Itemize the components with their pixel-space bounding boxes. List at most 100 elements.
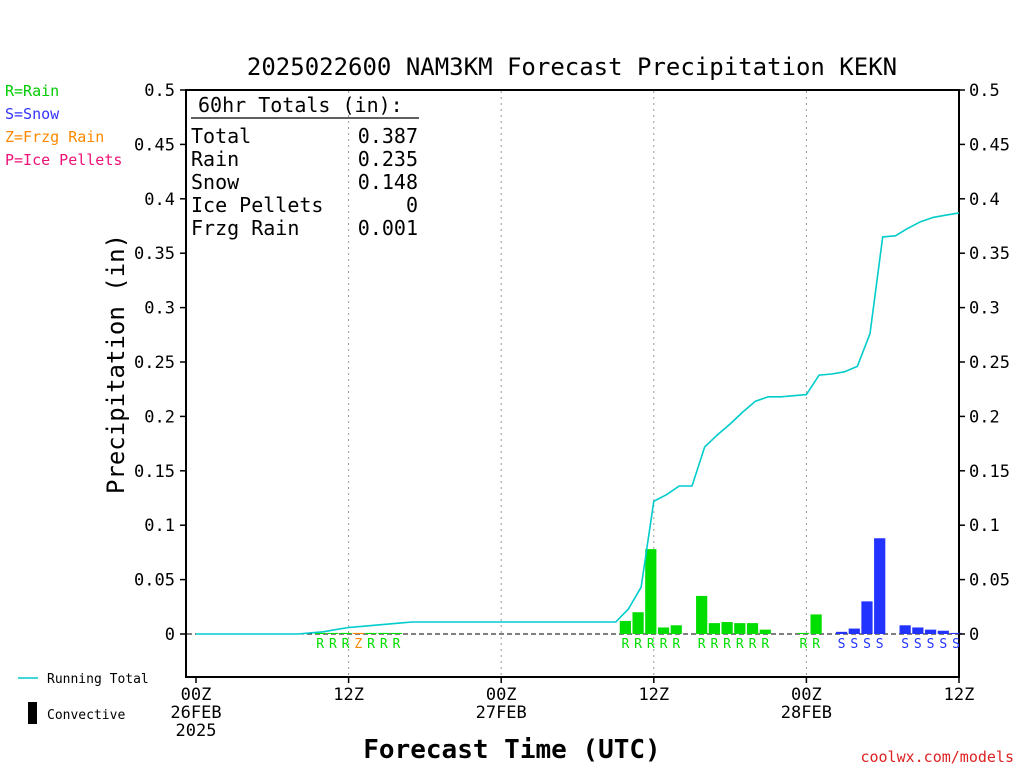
precip-bar <box>696 595 708 634</box>
x-tick-label: 27FEB <box>476 703 527 723</box>
ptype-legend-entry: R=Rain <box>5 82 59 100</box>
precip-bar <box>912 627 924 634</box>
ptype-marker: R <box>799 637 807 652</box>
totals-row-value: 0.001 <box>358 216 418 240</box>
precip-bar <box>810 614 822 634</box>
ptype-marker: R <box>621 637 629 652</box>
ptype-marker: S <box>927 637 935 652</box>
x-tick-label: 00Z <box>181 685 212 705</box>
y-tick-label: 0.2 <box>144 407 175 427</box>
precip-bar <box>848 628 860 634</box>
y-tick-label: 0.4 <box>144 190 175 210</box>
totals-row-label: Ice Pellets <box>191 193 323 217</box>
y-tick-label: 0.5 <box>144 81 175 101</box>
ptype-marker: R <box>672 637 680 652</box>
y-tick-label: 0.35 <box>134 244 175 264</box>
totals-row-value: 0.148 <box>358 170 418 194</box>
running-total-series <box>196 212 960 635</box>
ptype-marker: R <box>634 637 642 652</box>
precip-bar <box>734 623 746 634</box>
precip-bar <box>352 632 364 634</box>
ptype-marker: R <box>736 637 744 652</box>
y-tick-label: 0.25 <box>969 353 1010 373</box>
precip-bar <box>339 632 352 634</box>
precip-bar <box>390 632 403 634</box>
precip-bar <box>721 622 733 634</box>
precip-bar <box>378 632 390 634</box>
series-legend: Running Total Convective <box>18 672 149 724</box>
ptype-marker: R <box>647 637 655 652</box>
y-tick-label: 0.05 <box>134 571 175 591</box>
precip-bar <box>670 625 682 634</box>
precip-bar <box>950 632 962 634</box>
precip-bar <box>365 632 377 634</box>
ptype-marker: R <box>710 637 718 652</box>
y-tick-label: 0.4 <box>969 190 1000 210</box>
y-tick-label: 0.45 <box>969 135 1010 155</box>
watermark: coolwx.com/models <box>860 748 1014 766</box>
ptype-marker: S <box>838 637 846 652</box>
y-tick-label: 0.05 <box>969 571 1010 591</box>
ptype-marker: R <box>749 637 757 652</box>
legend-bar-swatch <box>28 702 37 724</box>
y-tick-label: 0.1 <box>969 516 1000 536</box>
totals-row-value: 0.387 <box>358 124 418 148</box>
precip-bar <box>746 623 759 634</box>
ptype-legend-entry: S=Snow <box>5 105 60 123</box>
y-tick-label: 0.2 <box>969 407 1000 427</box>
x-tick-label: 12Z <box>638 685 669 705</box>
totals-row-label: Rain <box>191 147 239 171</box>
running-total-line <box>196 212 960 635</box>
ptype-marker: S <box>939 637 947 652</box>
precip-bar <box>708 623 720 634</box>
x-tick-label: 12Z <box>333 685 364 705</box>
ptype-marker: R <box>316 637 324 652</box>
legend-entry-label: Convective <box>47 708 125 723</box>
precip-bar <box>797 632 810 634</box>
precip-bar <box>937 630 949 634</box>
y-axis-label: Precipitation (in) <box>102 234 130 494</box>
x-tick-label: 12Z <box>944 685 975 705</box>
totals-row-value: 0.235 <box>358 147 418 171</box>
precip-bar <box>861 601 873 634</box>
precip-bar <box>899 625 911 634</box>
ptype-marker: S <box>876 637 884 652</box>
plot-frame <box>185 89 960 678</box>
precip-bar <box>619 620 631 634</box>
y-tick-label: 0 <box>165 625 175 645</box>
ptype-marker: R <box>367 637 375 652</box>
ptype-marker: R <box>812 637 820 652</box>
ptype-marker: S <box>952 637 960 652</box>
chart-title: 2025022600 NAM3KM Forecast Precipitation… <box>247 53 897 81</box>
y-tick-label: 0.15 <box>134 462 175 482</box>
x-tick-label: 00Z <box>791 685 822 705</box>
y-tick-label: 0.35 <box>969 244 1010 264</box>
x-tick-label: 2025 <box>176 721 217 741</box>
precip-bar <box>924 629 937 634</box>
y-tick-label: 0 <box>969 625 979 645</box>
ptype-marker: Z <box>354 637 362 652</box>
ptype-legend-entry: P=Ice Pellets <box>5 151 122 169</box>
ptype-marker: R <box>723 637 731 652</box>
ptype-marker: S <box>863 637 871 652</box>
ptype-marker: R <box>698 637 706 652</box>
x-tick-label: 00Z <box>486 685 517 705</box>
totals-row-value: 0 <box>406 193 418 217</box>
precip-bar <box>632 612 644 634</box>
y-tick-label: 0.3 <box>969 299 1000 319</box>
ptype-marker: R <box>380 637 388 652</box>
x-tick-label: 26FEB <box>170 703 221 723</box>
ptype-marker: S <box>914 637 922 652</box>
x-tick-label: 28FEB <box>781 703 832 723</box>
precip-bar <box>314 632 326 634</box>
y-tick-label: 0.25 <box>134 353 175 373</box>
totals-row-label: Frzg Rain <box>191 216 299 240</box>
ptype-marker: R <box>342 637 350 652</box>
totals-row-label: Total <box>191 124 251 148</box>
precip-bars <box>314 538 962 634</box>
totals-row-label: Snow <box>191 170 240 194</box>
ptype-marker: S <box>901 637 909 652</box>
ptype-legend: R=Rain S=Snow Z=Frzg Rain P=Ice Pellets <box>5 82 122 169</box>
y-tick-label: 0.45 <box>134 135 175 155</box>
